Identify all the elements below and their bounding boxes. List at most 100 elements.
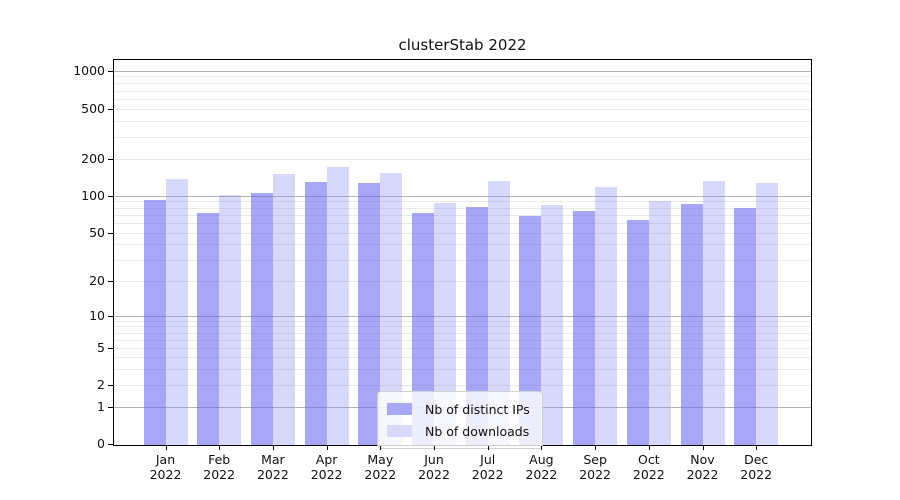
x-tick-label-feb: Feb 2022: [203, 452, 236, 482]
x-tick-mark: [434, 446, 435, 450]
gridline-minor: [114, 280, 811, 282]
gridline-minor: [114, 320, 811, 322]
y-tick-mark: [108, 385, 113, 386]
x-tick-mark: [219, 446, 221, 450]
y-tick-label-500: 500: [81, 101, 105, 117]
x-tick-mark: [595, 446, 597, 450]
gridline-minor: [114, 259, 811, 261]
gridline-minor: [114, 357, 811, 359]
bar-distinct-ips-aug: [519, 216, 542, 445]
gridline-major-10: [114, 315, 811, 317]
y-tick-mark: [108, 232, 113, 234]
chart-title: clusterStab 2022: [398, 36, 527, 54]
y-tick-label-50: 50: [89, 224, 105, 240]
x-tick-label-jun: Jun 2022: [418, 452, 450, 482]
y-tick-mark: [108, 109, 113, 111]
gridline-minor: [114, 121, 811, 123]
x-tick-label-jul: Jul 2022: [471, 452, 504, 482]
gridline-minor: [114, 232, 811, 234]
bar-downloads-sep: [595, 186, 618, 445]
x-tick-label-mar: Mar 2022: [256, 452, 289, 482]
y-tick-mark: [108, 280, 113, 282]
gridline-minor: [114, 339, 811, 341]
bar-downloads-feb: [219, 195, 242, 445]
bar-downloads-oct: [648, 201, 671, 445]
gridline-minor: [114, 368, 811, 370]
y-tick-mark: [108, 195, 113, 197]
x-tick-label-nov: Nov 2022: [686, 452, 719, 482]
x-tick-mark: [487, 446, 489, 450]
gridline-major-100: [114, 195, 811, 197]
x-tick-label-may: May 2022: [364, 452, 397, 482]
x-tick-label-sep: Sep 2022: [579, 452, 611, 482]
bar-distinct-ips-jun: [412, 212, 434, 445]
x-tick-label-dec: Dec 2022: [740, 452, 773, 482]
y-tick-mark: [108, 443, 113, 445]
gridline-major-1000: [114, 70, 811, 72]
legend-swatch-distinct-ips-icon: [387, 402, 412, 416]
x-tick-mark: [326, 446, 328, 450]
gridline-minor: [114, 348, 811, 350]
bar-distinct-ips-jul: [465, 206, 488, 445]
y-tick-label-20: 20: [89, 272, 105, 288]
gridline-minor: [114, 76, 811, 78]
x-tick-mark: [756, 446, 758, 450]
legend: Nb of distinct IPs Nb of downloads: [377, 391, 543, 449]
legend-swatch-downloads-icon: [387, 424, 412, 438]
bar-downloads-apr: [326, 166, 349, 445]
bar-downloads-dec: [756, 182, 779, 445]
y-tick-label-5: 5: [97, 340, 105, 356]
y-tick-label-100: 100: [81, 187, 105, 203]
y-tick-label-2: 2: [97, 377, 105, 392]
bar-distinct-ips-apr: [304, 181, 327, 445]
y-tick-mark: [108, 70, 113, 72]
bar-downloads-mar: [272, 174, 295, 445]
x-tick-mark: [380, 446, 382, 450]
gridline-minor: [114, 223, 811, 224]
x-tick-mark: [541, 446, 543, 450]
legend-label: Nb of downloads: [425, 423, 530, 439]
bar-downloads-jun: [434, 202, 456, 445]
y-tick-mark: [108, 348, 113, 350]
y-tick-mark: [108, 158, 113, 160]
bar-downloads-may: [380, 173, 403, 445]
y-tick-label-200: 200: [81, 150, 105, 166]
x-tick-mark: [648, 446, 650, 450]
gridline-minor: [114, 244, 811, 246]
bar-distinct-ips-jan: [143, 200, 166, 445]
gridline-minor: [114, 201, 811, 203]
legend-item-downloads: Nb of downloads: [387, 420, 530, 442]
x-tick-label-aug: Aug 2022: [525, 452, 558, 482]
gridline-minor: [114, 158, 811, 160]
x-tick-label-apr: Apr 2022: [310, 452, 343, 482]
legend-item-distinct-ips: Nb of distinct IPs: [387, 398, 530, 420]
gridline-minor: [114, 326, 811, 328]
bar-distinct-ips-nov: [680, 203, 703, 445]
legend-label: Nb of distinct IPs: [425, 401, 530, 417]
y-tick-label-0: 0: [97, 435, 105, 451]
plot-area: Nb of distinct IPs Nb of downloads: [113, 59, 812, 449]
y-tick-label-1: 1: [97, 398, 105, 414]
gridline-minor: [114, 109, 811, 111]
gridline-minor: [114, 90, 811, 92]
bar-distinct-ips-oct: [626, 220, 649, 445]
x-tick-mark: [702, 446, 704, 450]
bar-downloads-jul: [487, 181, 510, 445]
x-tick-mark: [272, 446, 274, 450]
gridline-minor: [114, 332, 811, 334]
x-tick-label-oct: Oct 2022: [632, 452, 665, 482]
y-tick-label-1000: 1000: [73, 62, 105, 78]
bar-downloads-nov: [702, 180, 725, 445]
gridline-minor: [114, 83, 811, 84]
y-tick-mark: [108, 406, 113, 408]
y-tick-label-10: 10: [89, 307, 105, 323]
bar-downloads-aug: [541, 205, 564, 445]
gridline-minor: [114, 136, 811, 138]
gridline-minor: [114, 214, 811, 216]
x-tick-mark: [165, 446, 167, 450]
bar-distinct-ips-may: [358, 183, 381, 445]
bar-distinct-ips-sep: [573, 211, 596, 445]
gridline-minor: [114, 99, 811, 101]
bar-downloads-jan: [165, 178, 188, 445]
